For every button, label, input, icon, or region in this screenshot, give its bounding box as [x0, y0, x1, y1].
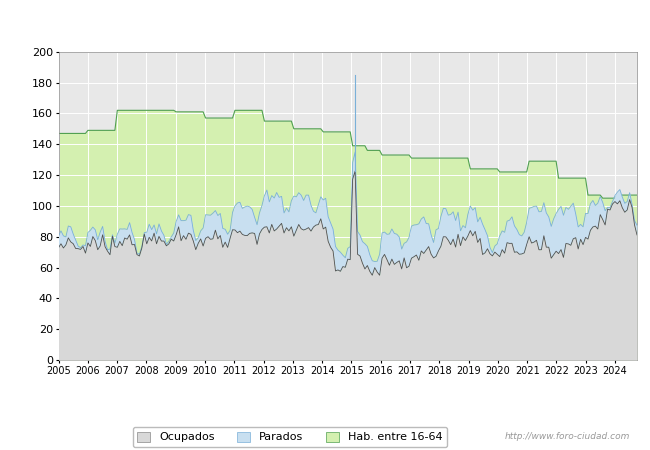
- Text: http://www.foro-ciudad.com: http://www.foro-ciudad.com: [505, 432, 630, 441]
- Text: Nava de Roa - Evolucion de la poblacion en edad de Trabajar Septiembre de 2024: Nava de Roa - Evolucion de la poblacion …: [83, 17, 567, 30]
- Legend: Ocupados, Parados, Hab. entre 16-64: Ocupados, Parados, Hab. entre 16-64: [133, 427, 447, 447]
